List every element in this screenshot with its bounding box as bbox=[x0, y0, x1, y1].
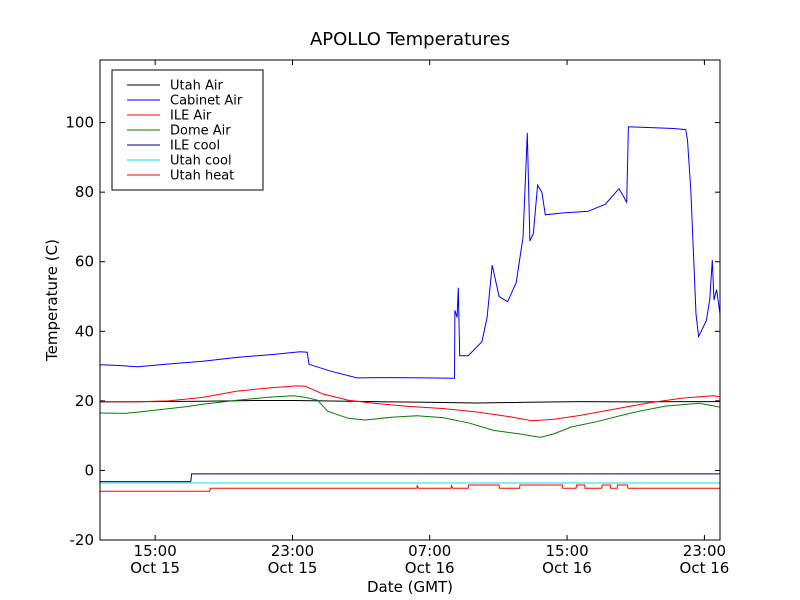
x-tick-label-date: Oct 15 bbox=[268, 559, 318, 577]
x-tick-label-time: 15:00 bbox=[134, 542, 177, 560]
x-tick-label-date: Oct 15 bbox=[130, 559, 180, 577]
y-tick-label: 80 bbox=[75, 183, 94, 201]
legend-label: ILE Air bbox=[170, 109, 212, 124]
legend-label: Utah cool bbox=[170, 154, 232, 169]
legend-label: Utah heat bbox=[170, 169, 234, 184]
x-tick-label-time: 23:00 bbox=[683, 542, 726, 560]
x-tick-label-date: Oct 16 bbox=[542, 559, 592, 577]
series-line-ile-air bbox=[99, 385, 721, 422]
chart-title: APOLLO Temperatures bbox=[310, 29, 510, 50]
x-axis-label: Date (GMT) bbox=[367, 578, 453, 596]
y-tick-label: 60 bbox=[75, 253, 94, 271]
legend-label: ILE cool bbox=[170, 139, 220, 154]
series-line-cabinet-air bbox=[99, 126, 721, 379]
y-tick-label: 40 bbox=[75, 322, 94, 340]
legend-label: Utah Air bbox=[170, 79, 223, 94]
y-axis-label: Temperature (C) bbox=[43, 239, 61, 362]
series-line-utah-air bbox=[99, 400, 720, 404]
series-line-ile-cool bbox=[100, 473, 720, 483]
y-tick-label: 20 bbox=[75, 392, 94, 410]
x-tick-label-time: 15:00 bbox=[545, 542, 588, 560]
x-tick-label-time: 07:00 bbox=[408, 542, 451, 560]
plot-frame bbox=[99, 59, 721, 541]
y-tick-label: 100 bbox=[65, 114, 94, 132]
series-layer bbox=[99, 126, 721, 492]
series-line-dome-air bbox=[99, 395, 721, 438]
y-tick-label: -20 bbox=[70, 531, 95, 549]
x-tick-label-date: Oct 16 bbox=[405, 559, 455, 577]
x-tick-label-time: 23:00 bbox=[271, 542, 314, 560]
y-tick-label: 0 bbox=[84, 461, 94, 479]
x-tick-label-date: Oct 16 bbox=[680, 559, 730, 577]
series-line-utah-heat bbox=[100, 484, 720, 492]
legend-label: Cabinet Air bbox=[170, 94, 243, 109]
legend-label: Dome Air bbox=[170, 124, 231, 139]
